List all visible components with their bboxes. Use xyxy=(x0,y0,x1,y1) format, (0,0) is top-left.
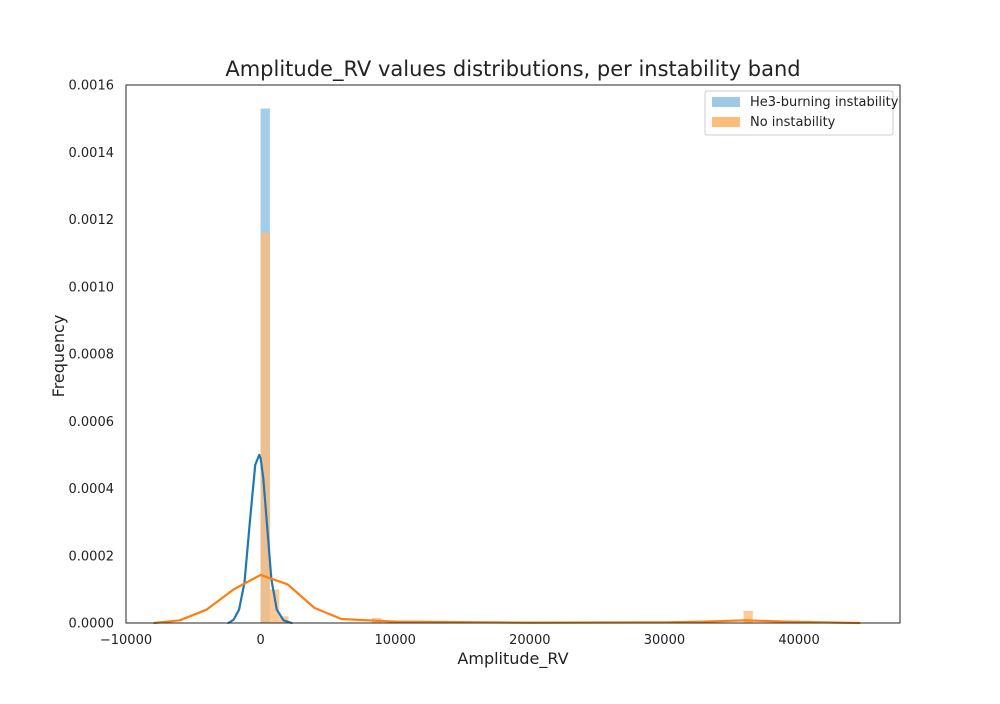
legend-swatch-he3 xyxy=(712,97,740,107)
kde-line-series-1 xyxy=(153,573,861,625)
y-tick-label: 0.0002 xyxy=(69,549,115,564)
y-tick-label: 0.0004 xyxy=(69,482,115,497)
legend-label-no-instability: No instability xyxy=(750,115,836,130)
kde-line-series-0 xyxy=(227,453,293,625)
y-tick-label: 0.0012 xyxy=(69,213,115,228)
x-axis-label: Amplitude_RV xyxy=(457,649,568,669)
y-axis-ticks: 0.0000 0.0002 0.0004 0.0006 0.0008 0.0010 0.00… xyxy=(69,79,115,632)
x-tick-label: 20000 xyxy=(509,633,550,648)
x-tick-label: 0 xyxy=(256,633,264,648)
plot-area xyxy=(153,108,861,625)
histogram-bar-series-1-bin-1 xyxy=(269,589,280,623)
chart-legend: He3-burning instability No instability xyxy=(704,90,899,136)
histogram-bar-series-1-bin-4 xyxy=(743,610,753,623)
legend-box xyxy=(704,90,894,136)
x-tick-label: 40000 xyxy=(778,633,819,648)
x-tick-label: 30000 xyxy=(644,633,685,648)
y-tick-label: 0.0000 xyxy=(69,617,115,632)
x-axis-ticks: −10000 0 10000 20000 30000 40000 xyxy=(100,633,820,648)
y-tick-label: 0.0010 xyxy=(69,280,115,295)
legend-swatch-no-instability xyxy=(712,117,740,127)
x-tick-label: −10000 xyxy=(100,633,152,648)
x-tick-label: 10000 xyxy=(375,633,416,648)
axes-frame xyxy=(125,84,901,624)
y-tick-label: 0.0016 xyxy=(69,79,115,94)
y-tick-label: 0.0006 xyxy=(69,415,115,430)
y-axis-label: Frequency xyxy=(49,315,68,398)
y-tick-label: 0.0008 xyxy=(69,348,115,363)
legend-label-he3: He3-burning instability xyxy=(750,95,899,110)
chart-title: Amplitude_RV values distributions, per i… xyxy=(225,57,800,82)
histogram-bar-series-1-bin-0 xyxy=(260,232,270,623)
y-tick-label: 0.0014 xyxy=(69,146,115,161)
